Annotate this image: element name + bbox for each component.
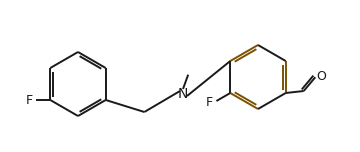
Text: F: F: [206, 95, 213, 109]
Text: F: F: [26, 93, 33, 107]
Text: O: O: [316, 70, 326, 83]
Text: N: N: [178, 87, 188, 101]
